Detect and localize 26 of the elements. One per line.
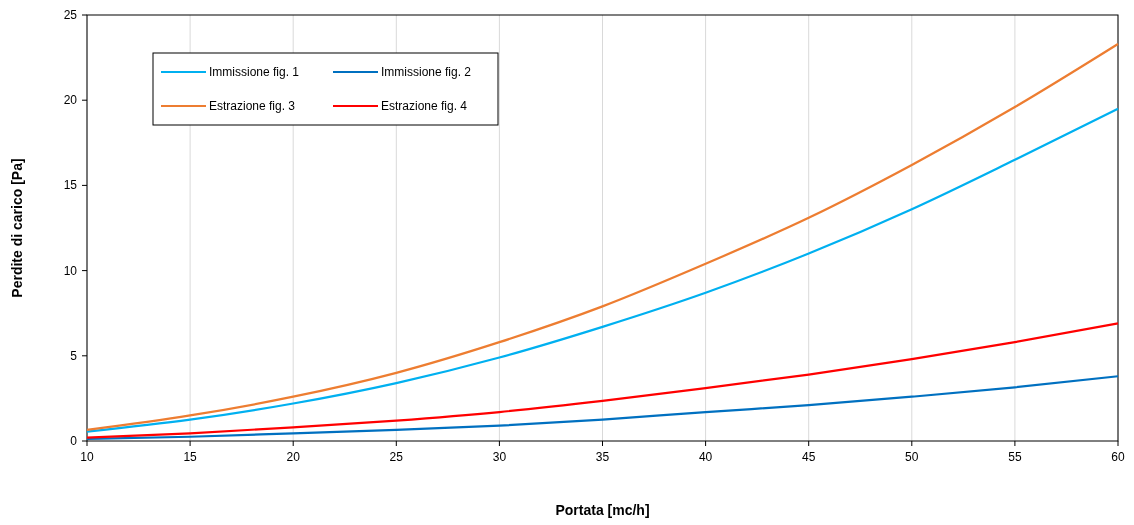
- line-series: [85, 322, 1120, 439]
- x-tick-label: 50: [905, 450, 919, 464]
- x-tick-label: 15: [183, 450, 198, 464]
- x-tick-label: 20: [286, 450, 301, 464]
- legend-label: Estrazione fig. 4: [381, 99, 468, 113]
- x-tick-label: 30: [492, 450, 507, 464]
- legend-label: Estrazione fig. 3: [209, 99, 296, 113]
- x-tick-label: 55: [1008, 450, 1022, 464]
- legend-label: Immissione fig. 2: [381, 65, 472, 79]
- line-series: [85, 42, 1120, 432]
- x-tick-label: 60: [1111, 450, 1125, 464]
- y-tick-label: 0: [70, 434, 78, 448]
- x-axis-title: Portata [mc/h]: [555, 502, 650, 518]
- y-axis-title: Perdite di carico [Pa]: [9, 158, 25, 298]
- y-tick-label: 25: [63, 8, 78, 22]
- x-tick-label: 45: [802, 450, 816, 464]
- x-tick-label: 40: [698, 450, 713, 464]
- line-series: [85, 375, 1120, 441]
- y-tick-label: 15: [63, 178, 78, 193]
- x-tick-label: 10: [80, 450, 94, 464]
- x-tick-label: 35: [595, 450, 610, 464]
- y-tick-label: 5: [70, 348, 78, 363]
- legend-label: Immissione fig. 1: [209, 65, 300, 79]
- x-tick-label: 25: [389, 450, 404, 464]
- y-tick-label: 10: [63, 263, 78, 278]
- y-tick-label: 20: [63, 93, 78, 108]
